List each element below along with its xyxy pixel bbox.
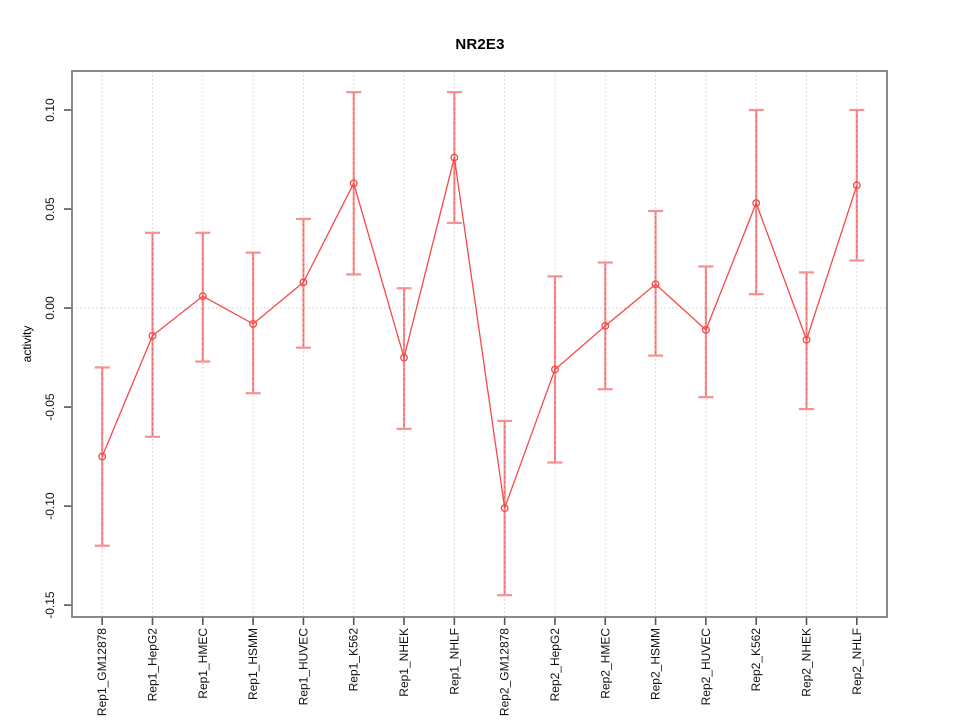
x-tick-label: Rep1_HUVEC — [296, 628, 310, 706]
x-tick-label: Rep1_NHLF — [447, 628, 461, 695]
x-tick-label: Rep1_NHEK — [397, 628, 411, 697]
y-tick-label: -0.05 — [43, 393, 57, 421]
data-point-marker — [148, 331, 157, 340]
x-tick-label: Rep2_GM12878 — [498, 628, 512, 716]
data-point-marker — [400, 353, 408, 362]
x-tick-label: Rep2_K562 — [749, 628, 763, 692]
data-point-marker — [551, 365, 559, 374]
data-point-marker — [752, 199, 761, 208]
data-point-marker — [98, 452, 107, 461]
x-tick-label: Rep1_HSMM — [246, 628, 260, 700]
data-point-marker — [198, 292, 207, 301]
data-point-marker — [651, 280, 660, 289]
plot-border — [71, 70, 888, 618]
x-tick-label: Rep1_K562 — [347, 628, 361, 692]
y-tick-label: 0.10 — [43, 98, 57, 122]
chart-title: NR2E3 — [455, 36, 505, 53]
x-tick-label: Rep2_HepG2 — [548, 628, 562, 702]
y-tick-label: 0.00 — [43, 296, 57, 320]
data-point-marker — [349, 179, 358, 188]
x-tick-label: Rep1_HepG2 — [145, 628, 159, 702]
y-tick-label: 0.05 — [43, 197, 57, 221]
data-point-marker — [249, 319, 258, 328]
data-point-marker — [852, 181, 861, 190]
data-point-marker — [299, 278, 308, 287]
x-tick-label: Rep2_NHLF — [850, 628, 864, 695]
y-tick-label: -0.10 — [43, 492, 57, 520]
x-tick-label: Rep2_HMEC — [598, 628, 612, 699]
data-point-marker — [450, 153, 459, 162]
x-tick-label: Rep2_HUVEC — [699, 628, 713, 706]
x-tick-label: Rep2_HSMM — [649, 628, 663, 700]
y-tick-label: -0.15 — [43, 591, 57, 619]
data-point-marker — [601, 321, 610, 330]
x-tick-label: Rep1_GM12878 — [95, 628, 109, 716]
data-point-marker — [802, 335, 811, 344]
x-tick-label: Rep1_HMEC — [196, 628, 210, 699]
data-point-marker — [500, 504, 509, 513]
series-line — [101, 157, 858, 509]
x-tick-label: Rep2_NHEK — [800, 628, 814, 697]
data-point-marker — [701, 325, 710, 334]
